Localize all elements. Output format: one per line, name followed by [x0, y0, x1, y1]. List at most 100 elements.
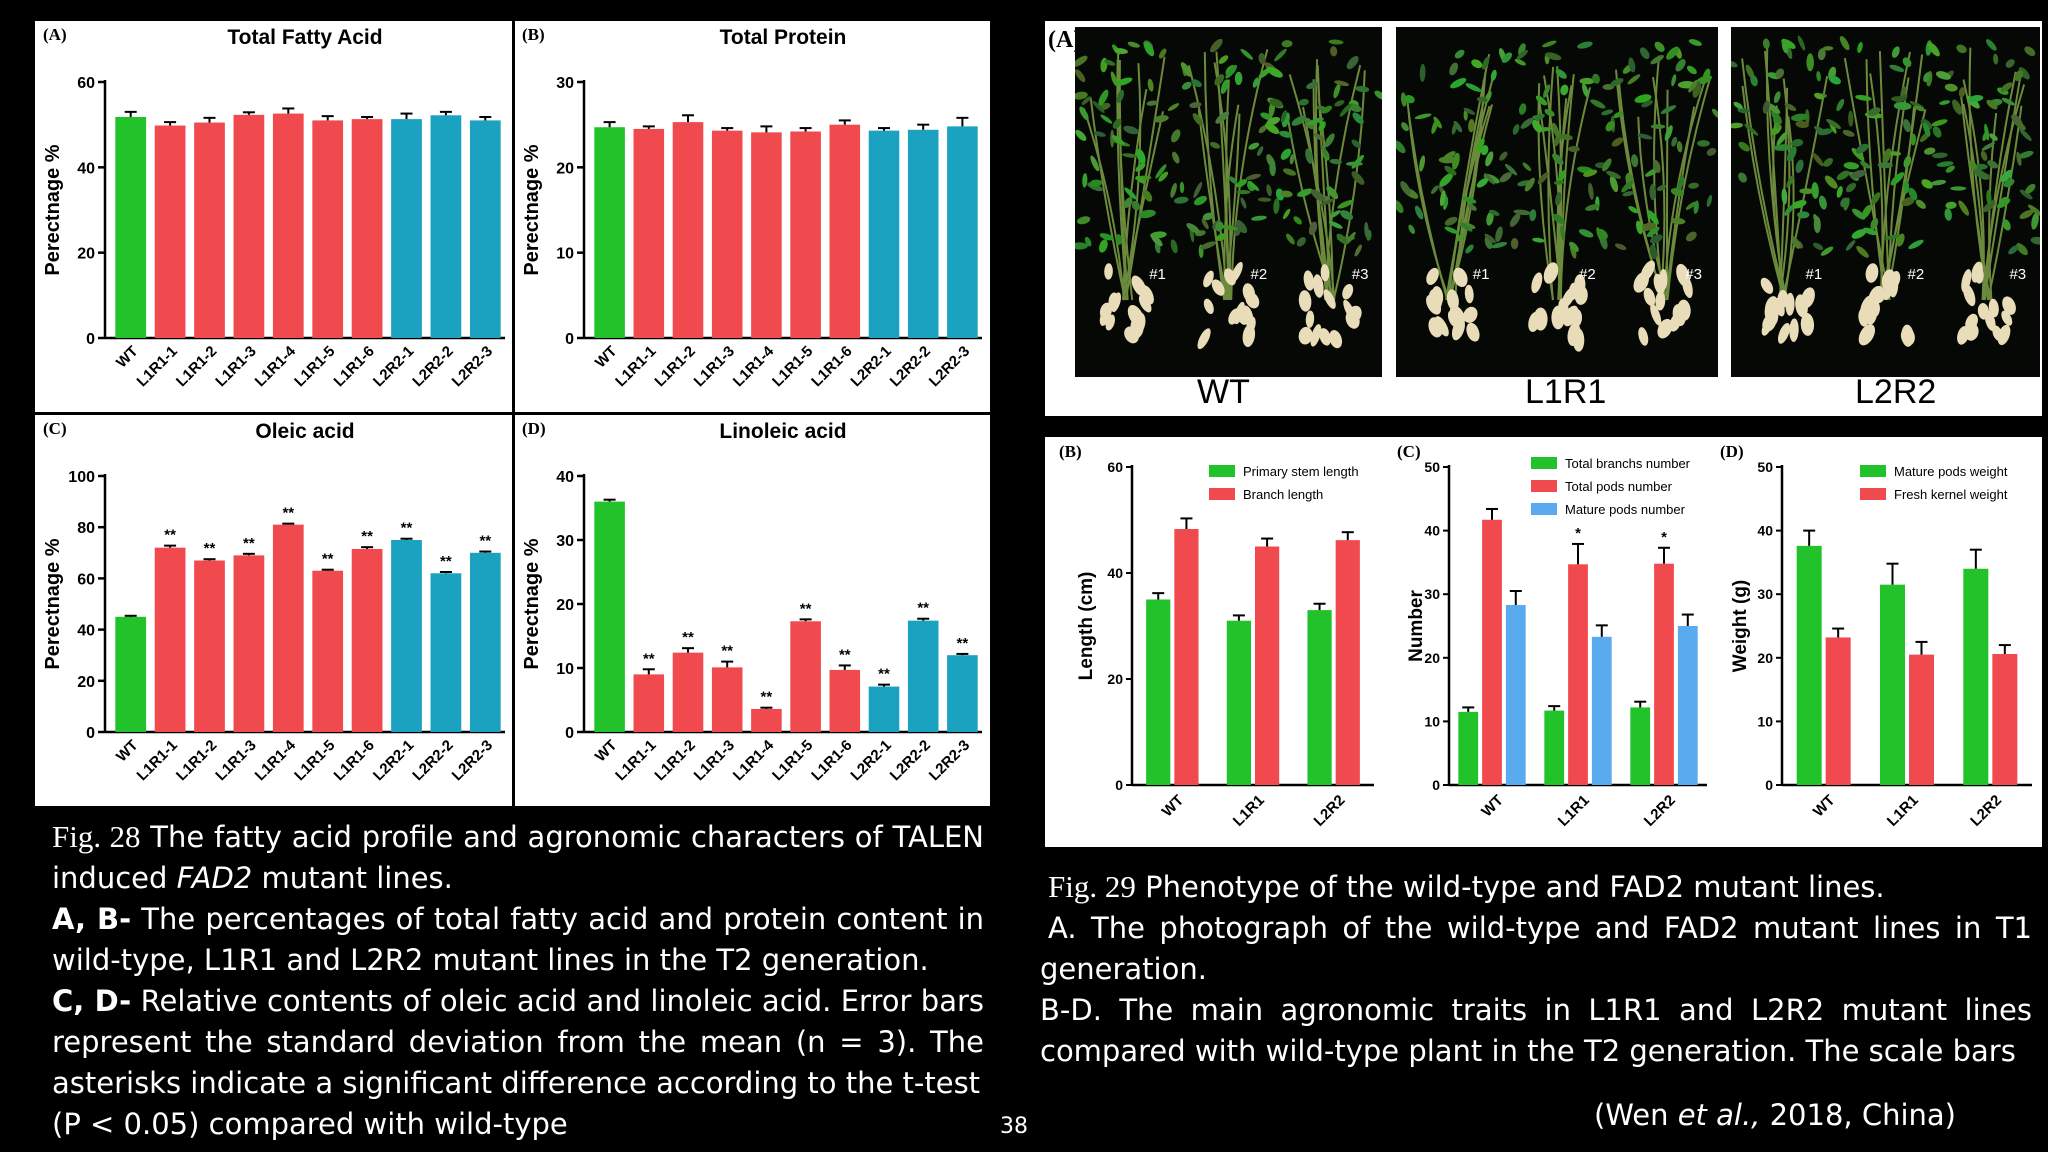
y-axis-label: Perectnage %: [521, 144, 543, 275]
plant-leaf: [1084, 236, 1092, 247]
legend-swatch-mature-pods-number: [1531, 503, 1557, 515]
plant-leaf: [2024, 46, 2036, 57]
plant-leaf: [2000, 82, 2013, 93]
bar-l2r2-3: [947, 655, 978, 732]
legend-swatch-total-branchs-number: [1531, 457, 1557, 469]
plant-leaf: [1228, 176, 1238, 184]
x-tick-label-l1r1-4: L1R1-4: [730, 736, 778, 784]
peanut-pod: [1572, 328, 1585, 352]
plant-leaf: [1444, 216, 1458, 226]
x-tick-label-l2r2-1: L2R2-1: [847, 343, 894, 390]
plant-leaf: [1908, 239, 1924, 250]
plant-leaf: [1122, 153, 1137, 158]
peanut-pod: [1964, 323, 1979, 341]
x-tick-label-l1r1-4: L1R1-4: [252, 342, 300, 390]
legend-swatch-branch-length: [1209, 488, 1235, 500]
plant-leaf: [1555, 192, 1562, 206]
plant-leaf: [1404, 94, 1415, 104]
bar-l1r1-5: [312, 570, 344, 732]
peanut-pod: [1426, 294, 1442, 315]
y-tick-label: 100: [68, 469, 95, 486]
plant-leaf: [1414, 113, 1432, 120]
plant-leaf: [1993, 53, 1999, 65]
y-tick-label: 0: [1765, 777, 1773, 793]
significance-mark: **: [682, 629, 694, 646]
chart-title: Total Protein: [720, 26, 847, 49]
x-tick-label-l1r1-6: L1R1-6: [331, 343, 378, 390]
peanut-pod: [1653, 273, 1665, 295]
peanut-pod: [1138, 294, 1152, 313]
x-tick-label-l1r1-1: L1R1-1: [612, 343, 659, 390]
plant-leaf: [1762, 100, 1770, 114]
bar-l1r1-2: [194, 560, 225, 732]
plant-leaf: [1656, 184, 1667, 192]
plant-leaf: [1652, 159, 1661, 174]
plant-leaf: [1843, 162, 1860, 170]
plant-leaf: [1147, 78, 1154, 92]
plant-leaf: [1877, 162, 1893, 169]
plant-leaf: [1817, 128, 1833, 136]
y-tick-label: 0: [565, 331, 574, 348]
y-axis-label: Perectnage %: [521, 538, 543, 669]
bar-l1r1-fresh-kernel-weight: [1909, 654, 1934, 785]
plant-leaf: [1481, 56, 1490, 70]
plant-leaf: [1848, 110, 1854, 127]
plant-leaf: [1291, 115, 1307, 126]
plant-leaf: [1439, 173, 1453, 187]
plant-leaf: [1215, 221, 1224, 232]
plant-photo-l1r1: #1 #2 #3: [1396, 27, 1718, 377]
plant-leaf: [1614, 243, 1627, 251]
fig28-title-1: The fatty acid profile and agronomic cha…: [150, 820, 985, 854]
plant-leaf: [1605, 121, 1615, 132]
plant-leaf: [1823, 158, 1834, 167]
plant-leaf: [1234, 221, 1242, 236]
x-tick-label-l1r1-6: L1R1-6: [808, 343, 855, 390]
plant-leaf: [1944, 208, 1952, 221]
plant-leaf: [1670, 217, 1686, 225]
plant-leaf: [1419, 155, 1426, 172]
plant-leaf: [1476, 96, 1488, 103]
plant-leaf: [1890, 172, 1905, 186]
plant-leaf: [1553, 180, 1565, 185]
plant-leaf: [1989, 133, 1998, 141]
plant-leaf: [1791, 236, 1801, 249]
plant-leaf: [1400, 181, 1411, 196]
plant-leaf: [1936, 161, 1954, 167]
plant-leaf: [1931, 119, 1948, 127]
peanut-pod: [1426, 267, 1439, 285]
plant-leaf: [1495, 226, 1503, 243]
bar-l1r1-4: [272, 524, 304, 732]
peanut-pod: [1900, 327, 1915, 346]
plant-leaf: [1884, 234, 1902, 240]
peanut-pod: [1801, 287, 1815, 309]
plant-leaf: [1545, 52, 1562, 61]
plant-leaf: [1480, 145, 1489, 156]
plant-leaf: [1813, 216, 1821, 234]
plant-leaf: [1851, 229, 1867, 239]
fig28-cd-text-1: Relative contents of oleic acid and lino…: [140, 984, 985, 1018]
fig28-cd-label: C, D-: [52, 984, 132, 1018]
peanut-pod: [1777, 289, 1789, 309]
plant-leaf: [1520, 117, 1534, 129]
plant-leaf: [1501, 52, 1513, 63]
plant-tag: #2: [1251, 266, 1268, 283]
plant-leaf: [1158, 171, 1169, 182]
plant-leaf: [1903, 155, 1912, 168]
chart-length: (B) Length (cm) 0 20 40 60 WT L1R1 L2R2 Primary s…: [1059, 442, 1374, 830]
plant-leaf: [1321, 105, 1333, 114]
bar-l1r1-1: [154, 547, 186, 732]
plant-leaf: [1281, 40, 1293, 48]
plant-leaf: [1269, 98, 1283, 108]
significance-mark: **: [643, 650, 655, 667]
bar-wt-mature-pods-weight: [1796, 545, 1822, 785]
peanut-pod: [2002, 296, 2016, 315]
bar-l2r2-total-branchs-number: [1630, 707, 1651, 785]
plant-leaf: [1334, 80, 1350, 87]
plant-leaf: [1893, 101, 1912, 110]
peanut-pod: [1236, 304, 1249, 325]
plant-leaf: [1903, 180, 1910, 194]
y-tick-label: 30: [556, 75, 574, 92]
plant-leaf: [1451, 122, 1457, 135]
plant-leaf: [1075, 55, 1088, 67]
